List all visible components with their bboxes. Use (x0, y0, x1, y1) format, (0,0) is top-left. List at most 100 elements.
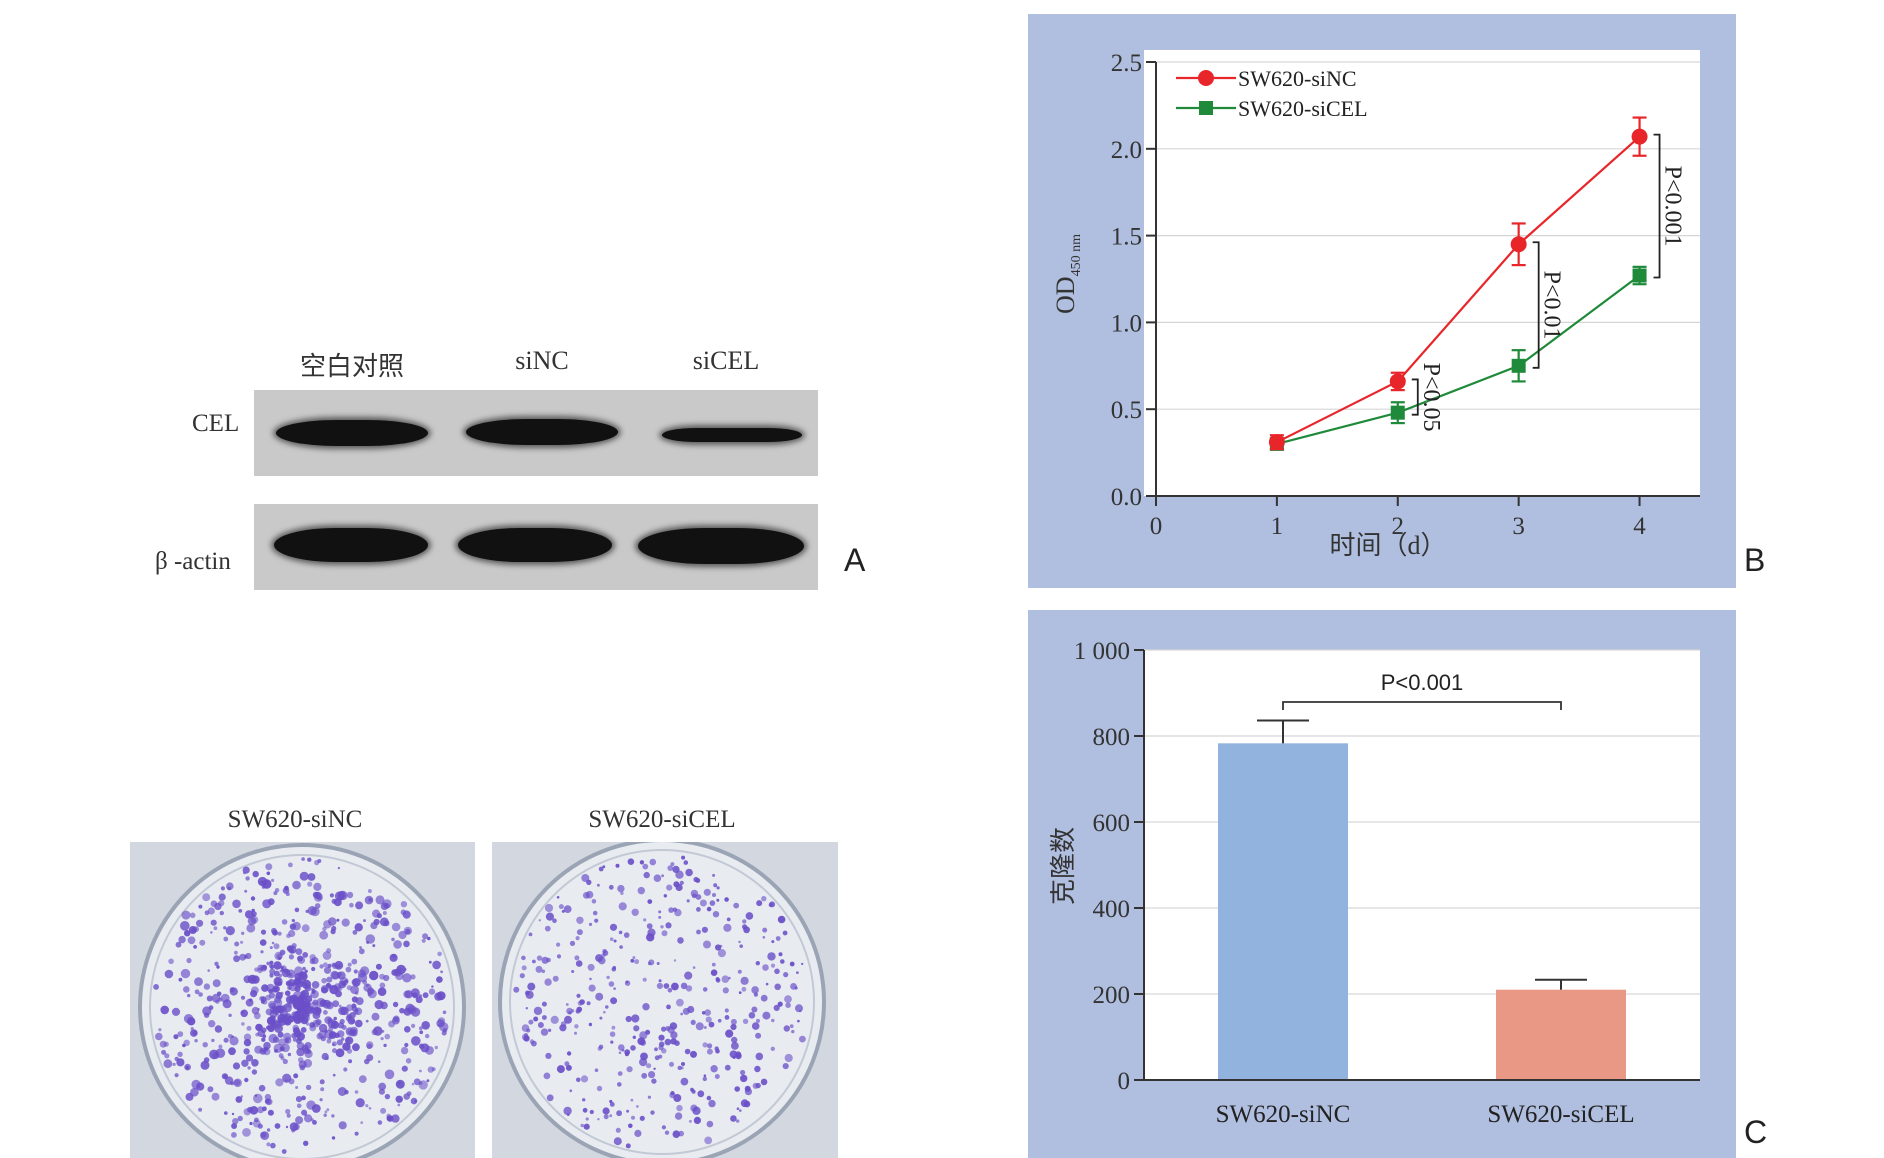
bar-chart-ylabel: 克隆数 (1049, 827, 1078, 905)
colony-dot (323, 966, 332, 974)
colony-dot (399, 1098, 403, 1102)
colony-dot (239, 953, 247, 961)
colony-dot (213, 926, 218, 931)
colony-dot (665, 922, 672, 929)
colony-dot (210, 931, 213, 934)
colony-dot (243, 975, 252, 984)
colony-dot (580, 1123, 584, 1128)
colony-dot (565, 1064, 572, 1071)
colony-dot (428, 960, 432, 964)
colony-dot (178, 977, 183, 982)
colony-dot (301, 1044, 309, 1052)
colony-dot (795, 1004, 803, 1013)
colony-dot (372, 909, 381, 918)
legend-marker-1 (1199, 101, 1213, 115)
colony-dot (285, 995, 295, 1004)
colony-dot (770, 963, 776, 968)
colony-dot (745, 912, 754, 920)
colony-dot (346, 1048, 353, 1054)
colony-dot (372, 944, 376, 948)
line-chart-xtick-label: 1 (1271, 513, 1284, 540)
colony-dot (250, 915, 259, 924)
colony-dot (428, 988, 436, 995)
colony-dot (196, 919, 204, 927)
colony-dot (242, 1128, 251, 1137)
colony-dot (326, 948, 332, 954)
colony-dot (419, 1030, 424, 1035)
plate-title-sinc: SW620-siNC (227, 806, 363, 833)
colony-dot (218, 900, 225, 907)
line-point-1 (1632, 268, 1647, 283)
colony-dot (651, 1078, 657, 1084)
colony-dot (437, 1024, 441, 1027)
colony-dot (285, 1108, 291, 1115)
colony-dot (315, 1019, 322, 1026)
colony-dot (643, 871, 650, 879)
colony-dot (292, 1024, 299, 1032)
colony-dot (391, 937, 395, 942)
colony-dot (355, 1098, 365, 1108)
colony-dot (756, 900, 763, 907)
colony-dot (434, 992, 443, 1001)
colony-dot (207, 1086, 214, 1093)
band-actin-sinc (458, 528, 612, 562)
colony-dot (667, 1026, 675, 1034)
colony-dot (276, 953, 283, 960)
colony-dot (244, 1077, 249, 1083)
colony-dot (620, 891, 624, 895)
bar-1 (1496, 989, 1626, 1080)
colony-dot (618, 930, 623, 935)
colony-dot (661, 1125, 666, 1130)
colony-dot (311, 1104, 321, 1113)
colony-dot (193, 945, 197, 949)
colony-dot (701, 1011, 706, 1015)
colony-dot (178, 935, 186, 944)
colony-dot (712, 911, 720, 918)
colony-dot (434, 1045, 438, 1050)
colony-dot (400, 901, 408, 908)
colony-dot (411, 1082, 415, 1086)
line-chart-xtick-label: 2 (1392, 513, 1405, 540)
colony-dot (285, 1125, 289, 1129)
colony-dot (653, 1067, 656, 1070)
colony-dot (691, 893, 697, 899)
colony-dot (770, 1046, 775, 1051)
colony-dot (697, 1090, 705, 1098)
colony-dot (735, 1051, 742, 1058)
colony-dot (712, 873, 716, 877)
colony-dot (319, 930, 329, 940)
colony-dot (297, 1057, 304, 1063)
colony-dot (528, 932, 533, 937)
line-chart-xtick-label: 0 (1150, 513, 1163, 540)
colony-dot (303, 1140, 309, 1146)
colony-dot (258, 1084, 266, 1092)
colony-dot (535, 965, 543, 973)
colony-dot (200, 1060, 210, 1070)
colony-dot (192, 1030, 198, 1036)
colony-dot (642, 863, 649, 870)
legend-label-0: SW620-siNC (1238, 66, 1357, 91)
colony-dot (559, 1024, 567, 1032)
colony-dot (731, 1042, 739, 1050)
colony-dot (598, 1044, 604, 1050)
colony-dot (527, 982, 536, 991)
colony-dot (403, 968, 407, 971)
colony-dot (684, 1048, 691, 1055)
colony-dot (724, 897, 729, 902)
colony-dot (365, 1104, 369, 1108)
colony-dot (240, 940, 244, 944)
colony-dot (326, 1038, 332, 1044)
colony-dot (301, 1109, 308, 1116)
colony-dot (358, 948, 365, 955)
colony-dot (400, 909, 407, 915)
colony-dot (305, 909, 309, 913)
colony-dot (674, 1112, 683, 1120)
colony-dot (525, 990, 530, 996)
colony-dot (388, 1020, 396, 1028)
plate-title-sicel: SW620-siCEL (588, 806, 736, 833)
colony-dot (618, 902, 627, 911)
colony-dot (380, 902, 389, 911)
colony-dot (679, 880, 684, 885)
colony-dot (617, 1082, 622, 1087)
colony-dot (273, 970, 280, 977)
